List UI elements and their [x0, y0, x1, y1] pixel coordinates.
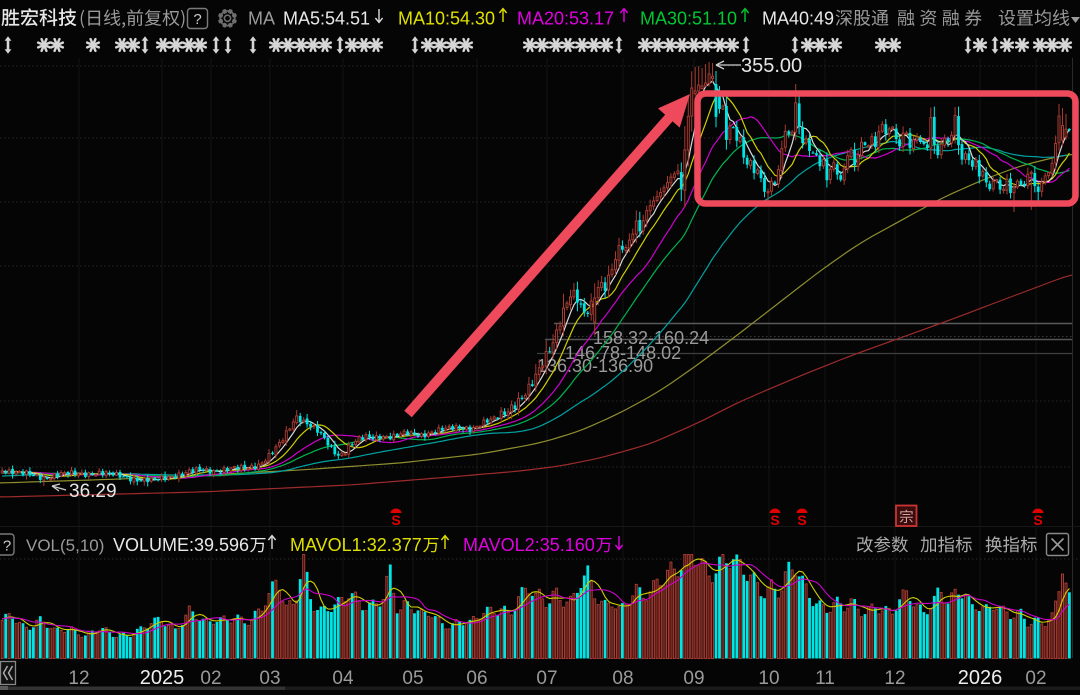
svg-text:VOL(5,10): VOL(5,10) — [26, 536, 104, 555]
svg-text:11: 11 — [815, 668, 835, 689]
svg-text:10: 10 — [758, 668, 779, 689]
svg-text:MA: MA — [248, 9, 275, 29]
svg-text:12: 12 — [68, 668, 89, 689]
svg-text:MA20:53.17: MA20:53.17 — [517, 9, 614, 29]
svg-text:136.30-136.90: 136.30-136.90 — [537, 356, 653, 376]
svg-text:?: ? — [193, 11, 201, 28]
svg-text:02: 02 — [1025, 668, 1046, 689]
svg-text:MA5:54.51: MA5:54.51 — [283, 9, 370, 29]
svg-text:03: 03 — [259, 668, 280, 689]
svg-text:04: 04 — [332, 668, 354, 689]
svg-text:355.00: 355.00 — [741, 55, 802, 77]
svg-text:S: S — [391, 512, 400, 528]
svg-text:MAVOL2:35.160: MAVOL2:35.160 — [463, 535, 595, 555]
svg-text:2026: 2026 — [958, 667, 1003, 689]
svg-text:06: 06 — [466, 668, 487, 689]
svg-text:VOLUME:39.596: VOLUME:39.596 — [113, 535, 249, 555]
svg-text:2025: 2025 — [140, 667, 185, 689]
svg-text:MA30:51.10: MA30:51.10 — [640, 9, 737, 29]
svg-text:?: ? — [3, 538, 11, 555]
svg-text:S: S — [770, 512, 779, 528]
svg-text:09: 09 — [683, 668, 704, 689]
svg-text:36.29: 36.29 — [69, 481, 117, 502]
svg-text:02: 02 — [200, 668, 221, 689]
svg-text:07: 07 — [536, 668, 557, 689]
svg-text:MA40:49: MA40:49 — [762, 9, 834, 29]
svg-text:MAVOL1:32.377: MAVOL1:32.377 — [290, 535, 422, 555]
svg-text:08: 08 — [612, 668, 633, 689]
svg-text:MA10:54.30: MA10:54.30 — [398, 9, 495, 29]
svg-text:158.32-160.24: 158.32-160.24 — [593, 328, 709, 348]
svg-text:S: S — [1033, 512, 1042, 528]
svg-text:S: S — [797, 512, 806, 528]
svg-text:05: 05 — [402, 668, 423, 689]
svg-text:12: 12 — [884, 668, 905, 689]
